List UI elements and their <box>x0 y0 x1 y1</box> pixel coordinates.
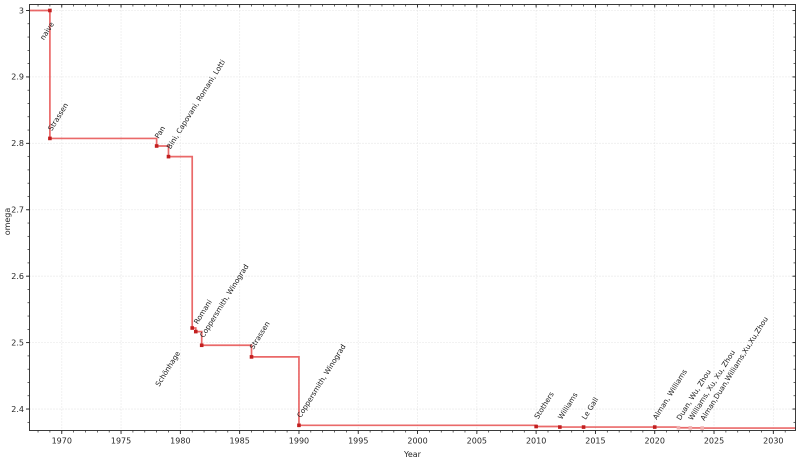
y-tick-label: 2.9 <box>11 73 24 82</box>
data-point-marker <box>581 425 586 429</box>
x-tick-label: 1970 <box>52 437 72 446</box>
data-point-marker <box>688 426 693 430</box>
data-point-marker <box>652 425 657 429</box>
data-point-marker <box>249 355 254 359</box>
data-point-marker <box>700 426 704 430</box>
data-point-marker <box>154 144 159 148</box>
x-tick-label: 1995 <box>348 437 368 446</box>
data-point-marker <box>166 154 171 159</box>
x-tick-label: 1990 <box>289 437 309 446</box>
x-tick-label: 2005 <box>467 437 487 446</box>
y-tick-label: 2.7 <box>11 206 24 215</box>
data-point-marker <box>558 425 562 429</box>
y-tick-label: 2.8 <box>11 139 24 148</box>
data-point-marker <box>676 425 681 430</box>
y-tick-label: 3 <box>19 6 24 15</box>
y-axis-label: omega <box>3 208 12 236</box>
x-axis-label: Year <box>403 450 422 459</box>
y-tick-label: 2.4 <box>11 405 24 414</box>
data-point-marker <box>199 343 204 348</box>
y-tick-label: 2.5 <box>11 338 24 347</box>
y-tick-label: 2.6 <box>11 272 24 281</box>
x-tick-label: 1985 <box>229 437 249 446</box>
axes-spines <box>29 4 796 431</box>
x-tick-label: 2015 <box>585 437 605 446</box>
x-tick-label: 2000 <box>407 437 427 446</box>
x-tick-label: 2010 <box>526 437 546 446</box>
x-tick-label: 2025 <box>704 437 724 446</box>
plot-area <box>29 4 796 431</box>
data-point-marker <box>193 329 198 334</box>
data-point-marker <box>534 424 538 429</box>
data-point-marker <box>297 423 301 428</box>
x-tick-label: 1975 <box>111 437 131 446</box>
data-point-marker <box>48 136 52 141</box>
data-point-marker <box>190 326 195 330</box>
x-tick-label: 1980 <box>170 437 190 446</box>
x-tick-label: 2020 <box>645 437 665 446</box>
data-point-marker <box>48 8 52 13</box>
x-tick-label: 2030 <box>763 437 783 446</box>
